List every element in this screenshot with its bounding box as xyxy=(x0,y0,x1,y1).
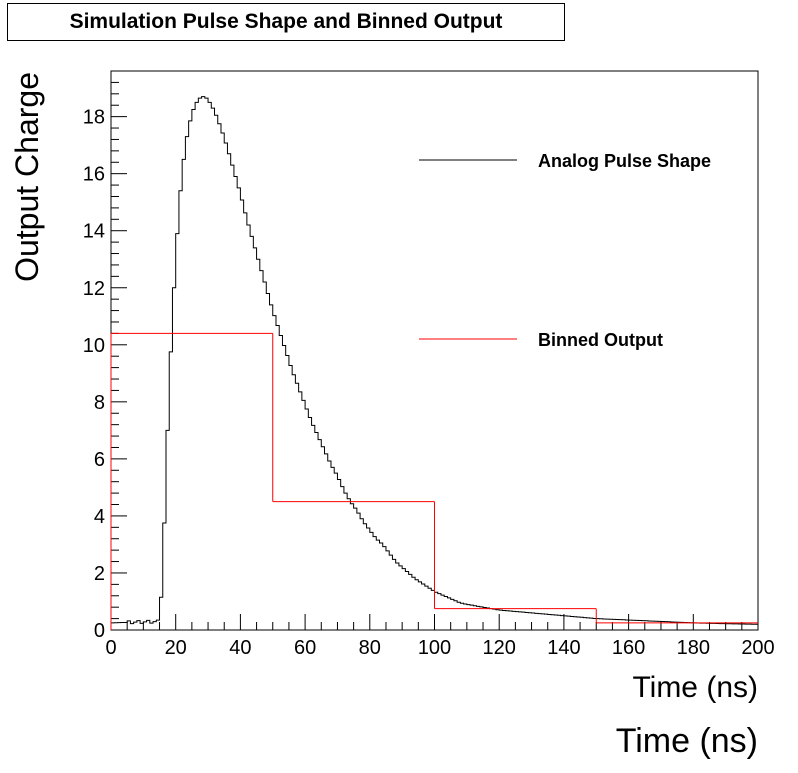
x-tick-label: 140 xyxy=(547,637,580,659)
y-tick-label: 0 xyxy=(94,620,105,642)
legend: Analog Pulse Shape Binned Output xyxy=(419,151,711,350)
x-tick-label: 100 xyxy=(418,637,451,659)
y-tick-label: 16 xyxy=(83,164,105,186)
chart-title-box: Simulation Pulse Shape and Binned Output xyxy=(7,3,565,41)
x-tick-label: 180 xyxy=(677,637,710,659)
legend-label-binned: Binned Output xyxy=(538,330,663,350)
x-tick-label: 80 xyxy=(359,637,381,659)
x-tick-label: 200 xyxy=(741,637,774,659)
y-tick-label: 14 xyxy=(83,221,105,243)
y-tick-label: 12 xyxy=(83,278,105,300)
y-tick-label: 4 xyxy=(94,506,105,528)
y-tick-label: 2 xyxy=(94,563,105,585)
x-tick-label: 160 xyxy=(612,637,645,659)
series-layer xyxy=(110,96,758,630)
x-ticks: 0 20 40 60 80 100 120 140 160 180 200 xyxy=(105,614,775,659)
y-tick-label: 18 xyxy=(83,107,105,129)
x-tick-label: 20 xyxy=(165,637,187,659)
x-axis-title-secondary: Time (ns) xyxy=(616,722,758,760)
legend-label-analog: Analog Pulse Shape xyxy=(538,151,711,171)
x-axis-title: Time (ns) xyxy=(632,671,758,704)
y-tick-label: 8 xyxy=(94,392,105,414)
y-tick-label: 6 xyxy=(94,449,105,471)
x-tick-label: 120 xyxy=(483,637,516,659)
x-tick-label: 60 xyxy=(294,637,316,659)
x-tick-label: 40 xyxy=(229,637,251,659)
chart-title: Simulation Pulse Shape and Binned Output xyxy=(69,10,503,33)
y-ticks: 0 2 4 6 8 10 12 14 16 18 xyxy=(83,70,127,642)
y-axis-title: Output Charge xyxy=(9,72,45,282)
y-tick-label: 10 xyxy=(83,335,105,357)
x-tick-label: 0 xyxy=(105,637,116,659)
